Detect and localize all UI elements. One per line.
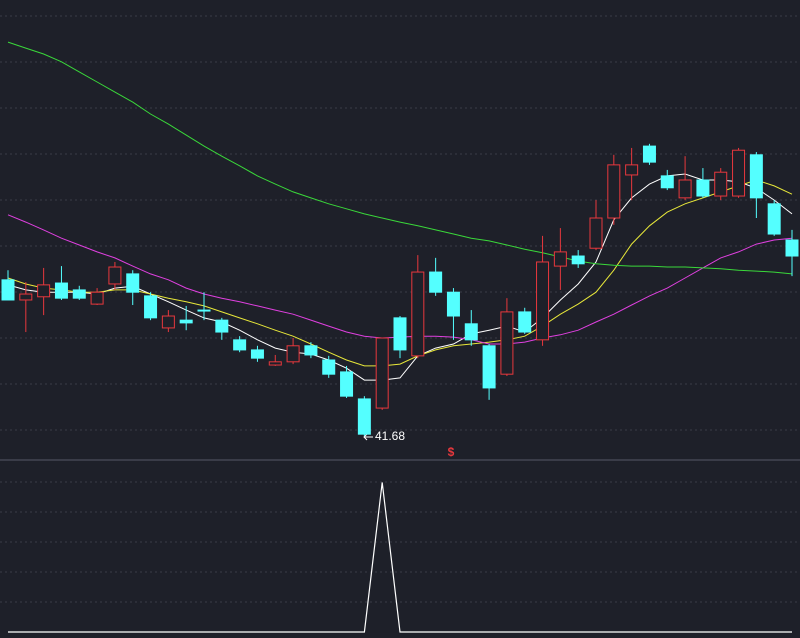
ma-line — [7, 41, 793, 275]
indicator-line — [8, 482, 792, 633]
candle-body — [500, 311, 514, 375]
candle-body — [108, 266, 122, 285]
low-label: 41.68 — [375, 429, 405, 443]
candle-body — [571, 255, 585, 265]
candle-body — [411, 271, 425, 357]
candle-body — [161, 315, 175, 329]
candle-body — [197, 309, 211, 312]
candle-body — [90, 291, 104, 305]
candle-body — [340, 371, 354, 397]
candle-body — [250, 349, 264, 359]
candle-body — [553, 251, 567, 267]
candle-body — [785, 239, 799, 257]
candle-body — [179, 319, 193, 324]
candle-body — [625, 164, 639, 176]
candle-body — [215, 319, 229, 333]
candle-body — [126, 273, 140, 293]
candle-body — [660, 175, 674, 189]
grid — [0, 15, 800, 603]
candle-body — [144, 295, 158, 319]
candle-body — [589, 217, 603, 249]
candle-body — [268, 361, 282, 366]
candle-body — [696, 179, 710, 197]
candle-body — [714, 171, 728, 197]
candle-body — [678, 179, 692, 199]
candle-body — [37, 284, 51, 298]
candle-body — [357, 398, 371, 435]
candle-body — [536, 261, 550, 341]
candle-body — [54, 282, 68, 299]
candle-body — [286, 345, 300, 363]
signal-marker: $ — [448, 445, 455, 459]
candle-body — [233, 339, 247, 351]
candle-body — [607, 164, 621, 219]
candle-body — [322, 359, 336, 375]
candle-body — [1, 279, 15, 301]
candle-body — [429, 271, 443, 293]
candle-body — [767, 203, 781, 235]
candle-body — [464, 323, 478, 341]
low-arrow-head — [363, 433, 368, 441]
candle-body — [518, 311, 532, 333]
candle-body — [72, 289, 86, 299]
candle-body — [732, 149, 746, 197]
candle-body — [749, 154, 763, 199]
candle-body — [19, 293, 33, 301]
candle-body — [642, 145, 656, 163]
candle-body — [304, 345, 318, 356]
candle-body — [482, 345, 496, 389]
candle-body — [375, 337, 389, 409]
candle-body — [446, 291, 460, 317]
candle-body — [393, 317, 407, 351]
